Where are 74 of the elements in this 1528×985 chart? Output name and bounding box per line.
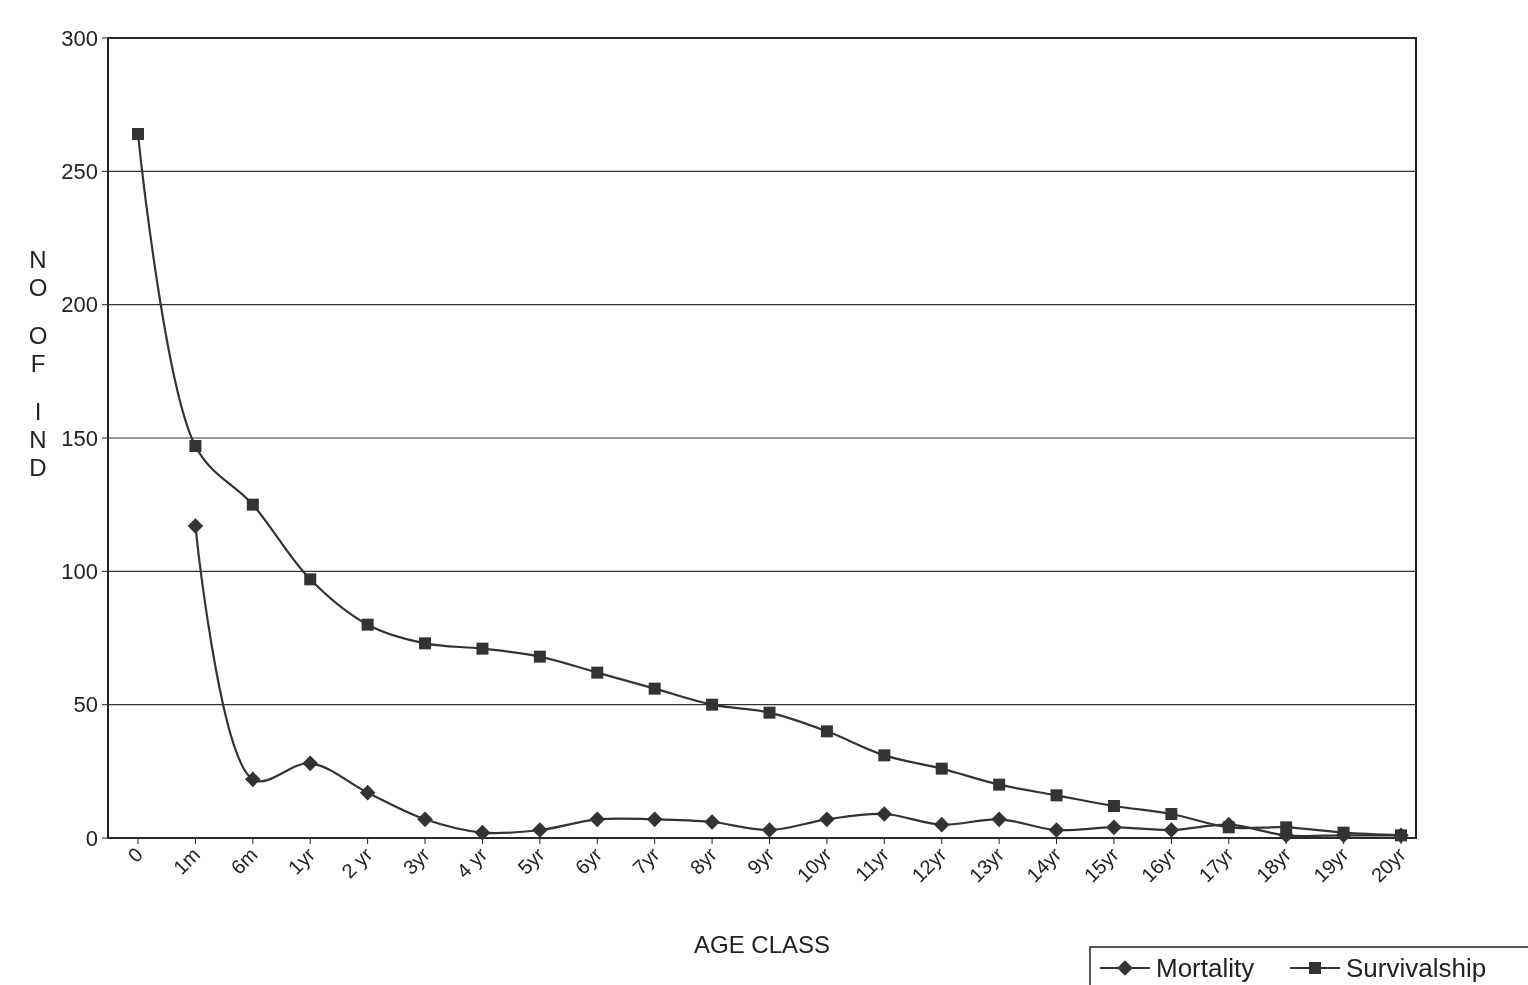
point <box>474 824 491 841</box>
x-tick-label: 8yr <box>685 843 722 879</box>
point <box>304 573 317 586</box>
x-tick-label: 0 <box>123 843 147 867</box>
legend-label: Mortality <box>1156 953 1255 984</box>
point <box>763 706 776 719</box>
x-tick-label: 1m <box>169 843 205 879</box>
point <box>417 811 433 828</box>
x-tick-label: 10yr <box>792 843 836 887</box>
point <box>1165 808 1178 820</box>
point <box>361 618 374 631</box>
point <box>761 822 778 838</box>
x-tick-label: 7yr <box>628 843 664 879</box>
x-tick-label: 20yr <box>1366 843 1411 887</box>
x-tick-label: 2 yr <box>337 843 377 883</box>
x-tick-label: 18yr <box>1251 843 1296 887</box>
point <box>533 650 546 663</box>
x-tick-label: 14yr <box>1022 843 1066 887</box>
point <box>245 771 261 788</box>
point <box>1048 822 1065 838</box>
x-tick-label: 6yr <box>570 843 607 879</box>
point <box>1280 821 1293 834</box>
point <box>532 822 548 838</box>
x-tick-label: 13yr <box>964 843 1009 887</box>
point <box>1107 800 1120 812</box>
point <box>246 498 259 511</box>
legend-label: Survivalship <box>1346 953 1487 984</box>
point <box>935 762 948 775</box>
point <box>648 682 661 695</box>
point <box>591 666 604 679</box>
point <box>819 811 835 828</box>
point <box>878 749 891 762</box>
point <box>589 811 606 828</box>
x-tick-label: 19yr <box>1309 843 1353 887</box>
y-tick-label: 0 <box>85 825 98 851</box>
x-tick-label: 12yr <box>907 843 951 887</box>
y-axis-title: NO OF IND <box>28 246 48 481</box>
x-tick-label: 17yr <box>1194 843 1238 887</box>
x-tick-label: 9yr <box>743 843 779 879</box>
point <box>419 637 432 650</box>
y-tick-label: 150 <box>61 425 98 451</box>
x-tick-label: 1yr <box>283 843 320 879</box>
x-tick-label: 11yr <box>851 843 894 886</box>
point <box>1163 822 1180 838</box>
point <box>704 814 720 830</box>
x-tick-label: 4 yr <box>452 843 492 883</box>
y-tick-label: 250 <box>61 159 98 185</box>
y-tick-label: 100 <box>61 559 98 585</box>
point <box>302 755 319 772</box>
y-tick-label: 300 <box>61 25 98 51</box>
point <box>820 725 833 738</box>
point <box>933 816 950 833</box>
point <box>476 642 489 655</box>
point <box>991 811 1007 828</box>
x-tick-label: 6m <box>226 843 262 879</box>
x-tick-label: 15yr <box>1079 843 1124 887</box>
point <box>189 440 202 452</box>
point <box>876 806 893 822</box>
point <box>1050 789 1063 802</box>
x-axis-title: AGE CLASS <box>693 931 831 958</box>
point <box>132 128 144 140</box>
y-tick-label: 200 <box>61 292 98 318</box>
point <box>706 698 719 711</box>
point <box>187 518 204 534</box>
x-tick-label: 3yr <box>398 843 435 879</box>
x-tick-label: 5yr <box>513 843 549 879</box>
point <box>993 778 1006 791</box>
point <box>646 811 663 828</box>
point <box>1337 826 1350 839</box>
point <box>1222 821 1235 834</box>
point <box>359 784 376 801</box>
x-tick-label: 16yr <box>1137 843 1181 887</box>
y-tick-label: 50 <box>73 692 98 718</box>
point <box>1106 819 1122 836</box>
